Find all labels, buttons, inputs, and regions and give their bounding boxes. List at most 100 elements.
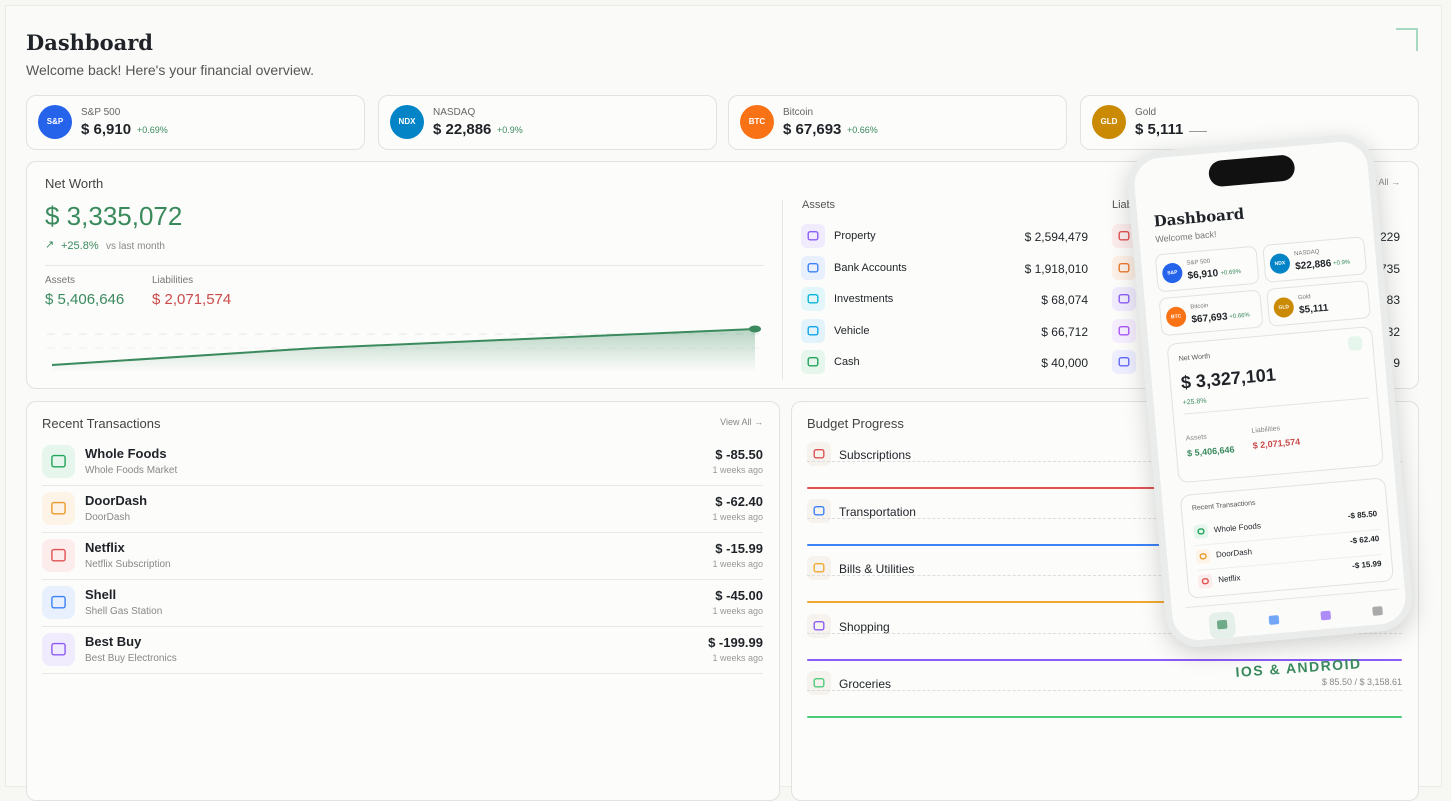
icon bbox=[42, 633, 75, 666]
budget-dash bbox=[807, 689, 1402, 691]
icon bbox=[801, 224, 825, 248]
phone-ticker-price: $5,111 bbox=[1298, 302, 1329, 317]
ticker-change: +0.9% bbox=[497, 125, 523, 135]
nav-button[interactable] bbox=[1312, 602, 1340, 630]
icon bbox=[1112, 350, 1136, 374]
icon bbox=[801, 255, 825, 280]
phone-ticker: BTC Bitcoin $67,693 +0.66% bbox=[1158, 289, 1264, 337]
nav-glyph bbox=[1320, 610, 1331, 621]
ticker-price: $ 5,111 bbox=[1135, 121, 1184, 138]
budget-name: Groceries bbox=[839, 676, 892, 691]
ticker-card[interactable]: GLD Gold $ 5,111 bbox=[1080, 95, 1419, 150]
ticker-badge: NDX bbox=[390, 105, 424, 139]
glyph bbox=[1118, 262, 1130, 273]
icon bbox=[807, 442, 831, 466]
budget-name: Shopping bbox=[839, 619, 890, 634]
asset-value: $ 40,000 bbox=[1041, 356, 1088, 370]
phone-ticker-change: +0.69% bbox=[1220, 269, 1242, 277]
transaction-time: 1 weeks ago bbox=[712, 559, 763, 569]
asset-value: $ 68,074 bbox=[1041, 293, 1088, 307]
nav-glyph bbox=[1372, 606, 1383, 616]
icon bbox=[42, 586, 75, 619]
glyph bbox=[813, 448, 825, 459]
phone-liab-label: Liabilities bbox=[1251, 425, 1281, 435]
transaction-amount: $ -62.40 bbox=[715, 494, 763, 509]
ticker-price: $ 6,910 bbox=[81, 121, 132, 138]
transaction-time: 1 weeks ago bbox=[712, 465, 763, 475]
ticker-card[interactable]: S&P S&P 500 $ 6,910 +0.69% bbox=[26, 95, 365, 150]
asset-value: $ 2,594,479 bbox=[1024, 230, 1088, 244]
transaction-name: Netflix bbox=[85, 540, 125, 555]
glyph bbox=[807, 356, 819, 367]
phone-mockup: Dashboard Welcome back! S&P S&P 500 $6,910 +0… bbox=[1124, 132, 1416, 650]
phone-ticker: NDX NASDAQ $22,886 +0.9% bbox=[1262, 236, 1368, 283]
phone-tx-amount: -$ 15.99 bbox=[1351, 558, 1382, 571]
trend-arrow: ↗ bbox=[45, 239, 55, 251]
transactions-title: Recent Transactions bbox=[42, 416, 161, 431]
phone-liab-value: $ 2,071,574 bbox=[1252, 436, 1301, 451]
glyph bbox=[807, 262, 819, 273]
nav-button[interactable] bbox=[1364, 597, 1392, 625]
liabilities-label: Liabilities bbox=[152, 275, 194, 286]
transaction-name: Whole Foods bbox=[85, 446, 167, 461]
glyph bbox=[807, 325, 819, 336]
ticker-name: NASDAQ bbox=[433, 107, 476, 118]
glyph bbox=[813, 677, 825, 688]
ticker-change: +0.69% bbox=[137, 125, 168, 135]
asset-label: Investments bbox=[834, 293, 894, 305]
icon bbox=[801, 287, 825, 311]
budget-amount: $ 85.50 / $ 3,158.61 bbox=[1321, 676, 1402, 687]
nav-button[interactable] bbox=[1208, 610, 1237, 640]
transactions-link[interactable]: View All → bbox=[720, 417, 763, 427]
icon bbox=[807, 499, 831, 524]
nav-button[interactable] bbox=[1260, 606, 1288, 634]
transaction-detail: Shell Gas Station bbox=[85, 606, 163, 617]
transaction-amount: $ -15.99 bbox=[715, 541, 763, 556]
icon bbox=[1195, 548, 1211, 565]
budget-name: Subscriptions bbox=[839, 448, 912, 462]
page: Dashboard Welcome back! Here's your finan… bbox=[5, 5, 1442, 801]
ticker-card[interactable]: BTC Bitcoin $ 67,693 +0.66% bbox=[728, 95, 1067, 150]
phone-ticker-badge: GLD bbox=[1272, 296, 1295, 319]
asset-label: Property bbox=[834, 230, 876, 242]
transaction-time: 1 weeks ago bbox=[712, 606, 763, 616]
glyph bbox=[51, 642, 66, 656]
phone-title: Dashboard bbox=[1152, 204, 1245, 231]
corner-mark bbox=[1396, 28, 1418, 51]
phone-tx-title: Recent Transactions bbox=[1191, 499, 1256, 513]
liabilities-value: $ 2,071,574 bbox=[152, 291, 232, 308]
assets-value: $ 5,406,646 bbox=[45, 291, 125, 308]
glyph bbox=[813, 563, 825, 573]
glyph bbox=[1201, 578, 1209, 585]
phone-ticker-price: $6,910 bbox=[1187, 268, 1219, 282]
phone-nw-icon bbox=[1347, 335, 1363, 351]
phone-ticker-badge: NDX bbox=[1269, 252, 1291, 275]
glyph bbox=[1118, 325, 1130, 336]
glyph bbox=[51, 501, 66, 515]
transaction-amount: $ -45.00 bbox=[715, 588, 763, 603]
divider bbox=[45, 265, 764, 266]
vertical-divider bbox=[782, 200, 783, 380]
transaction-detail: Netflix Subscription bbox=[85, 559, 171, 570]
phone-subtitle: Welcome back! bbox=[1154, 229, 1217, 245]
phone-ticker-change: +0.66% bbox=[1229, 312, 1251, 321]
ticker-card[interactable]: NDX NASDAQ $ 22,886 +0.9% bbox=[378, 95, 717, 150]
row-divider bbox=[42, 532, 763, 533]
glyph bbox=[51, 548, 66, 562]
ticker-flat bbox=[1189, 131, 1207, 132]
glyph bbox=[1118, 293, 1130, 304]
phone-ticker-price: $67,693 bbox=[1191, 311, 1229, 326]
icon bbox=[1193, 523, 1209, 540]
notch bbox=[1207, 154, 1296, 188]
phone-ticker-name: Gold bbox=[1297, 294, 1311, 302]
icon bbox=[1112, 318, 1136, 343]
budget-dash bbox=[807, 575, 1402, 577]
transaction-name: Shell bbox=[85, 587, 117, 602]
phone-ticker-badge: BTC bbox=[1165, 306, 1188, 328]
asset-label: Bank Accounts bbox=[834, 261, 907, 274]
phone-ticker: GLD Gold $5,111 bbox=[1266, 280, 1372, 327]
budget-dash bbox=[807, 632, 1402, 634]
liabilities-link[interactable]: View All → bbox=[1357, 177, 1400, 187]
glyph bbox=[813, 620, 825, 631]
glyph bbox=[1199, 553, 1207, 560]
